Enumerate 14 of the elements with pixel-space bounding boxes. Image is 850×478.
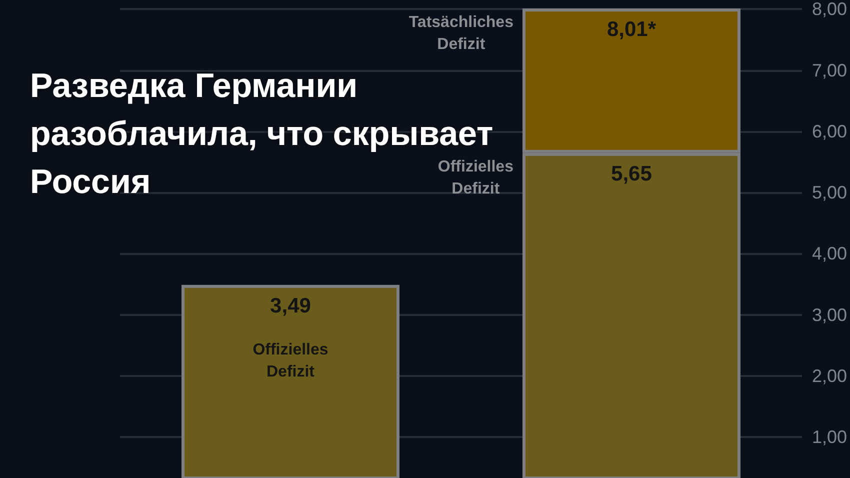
text: Offizielles Defizit — [252, 341, 328, 380]
y-tick-label: 8,00 — [812, 0, 848, 20]
y-tick-label: 2,00 — [812, 366, 848, 386]
series-label: Offizielles Defizit — [438, 158, 514, 198]
y-tick-label: 3,00 — [812, 304, 848, 325]
data-label: 3,49 — [270, 294, 311, 318]
y-tick-label: 5,00 — [812, 182, 848, 203]
y-tick-label: 7,00 — [812, 60, 848, 80]
y-tick-label: 4,00 — [812, 244, 848, 264]
y-tick-label: 1,00 — [812, 427, 848, 448]
data-label: 5,65 — [611, 162, 652, 186]
y-tick-label: 6,00 — [812, 121, 848, 142]
series-label: Tatsächliches Defizit — [408, 14, 514, 54]
total-label: 8,01* — [606, 18, 657, 42]
